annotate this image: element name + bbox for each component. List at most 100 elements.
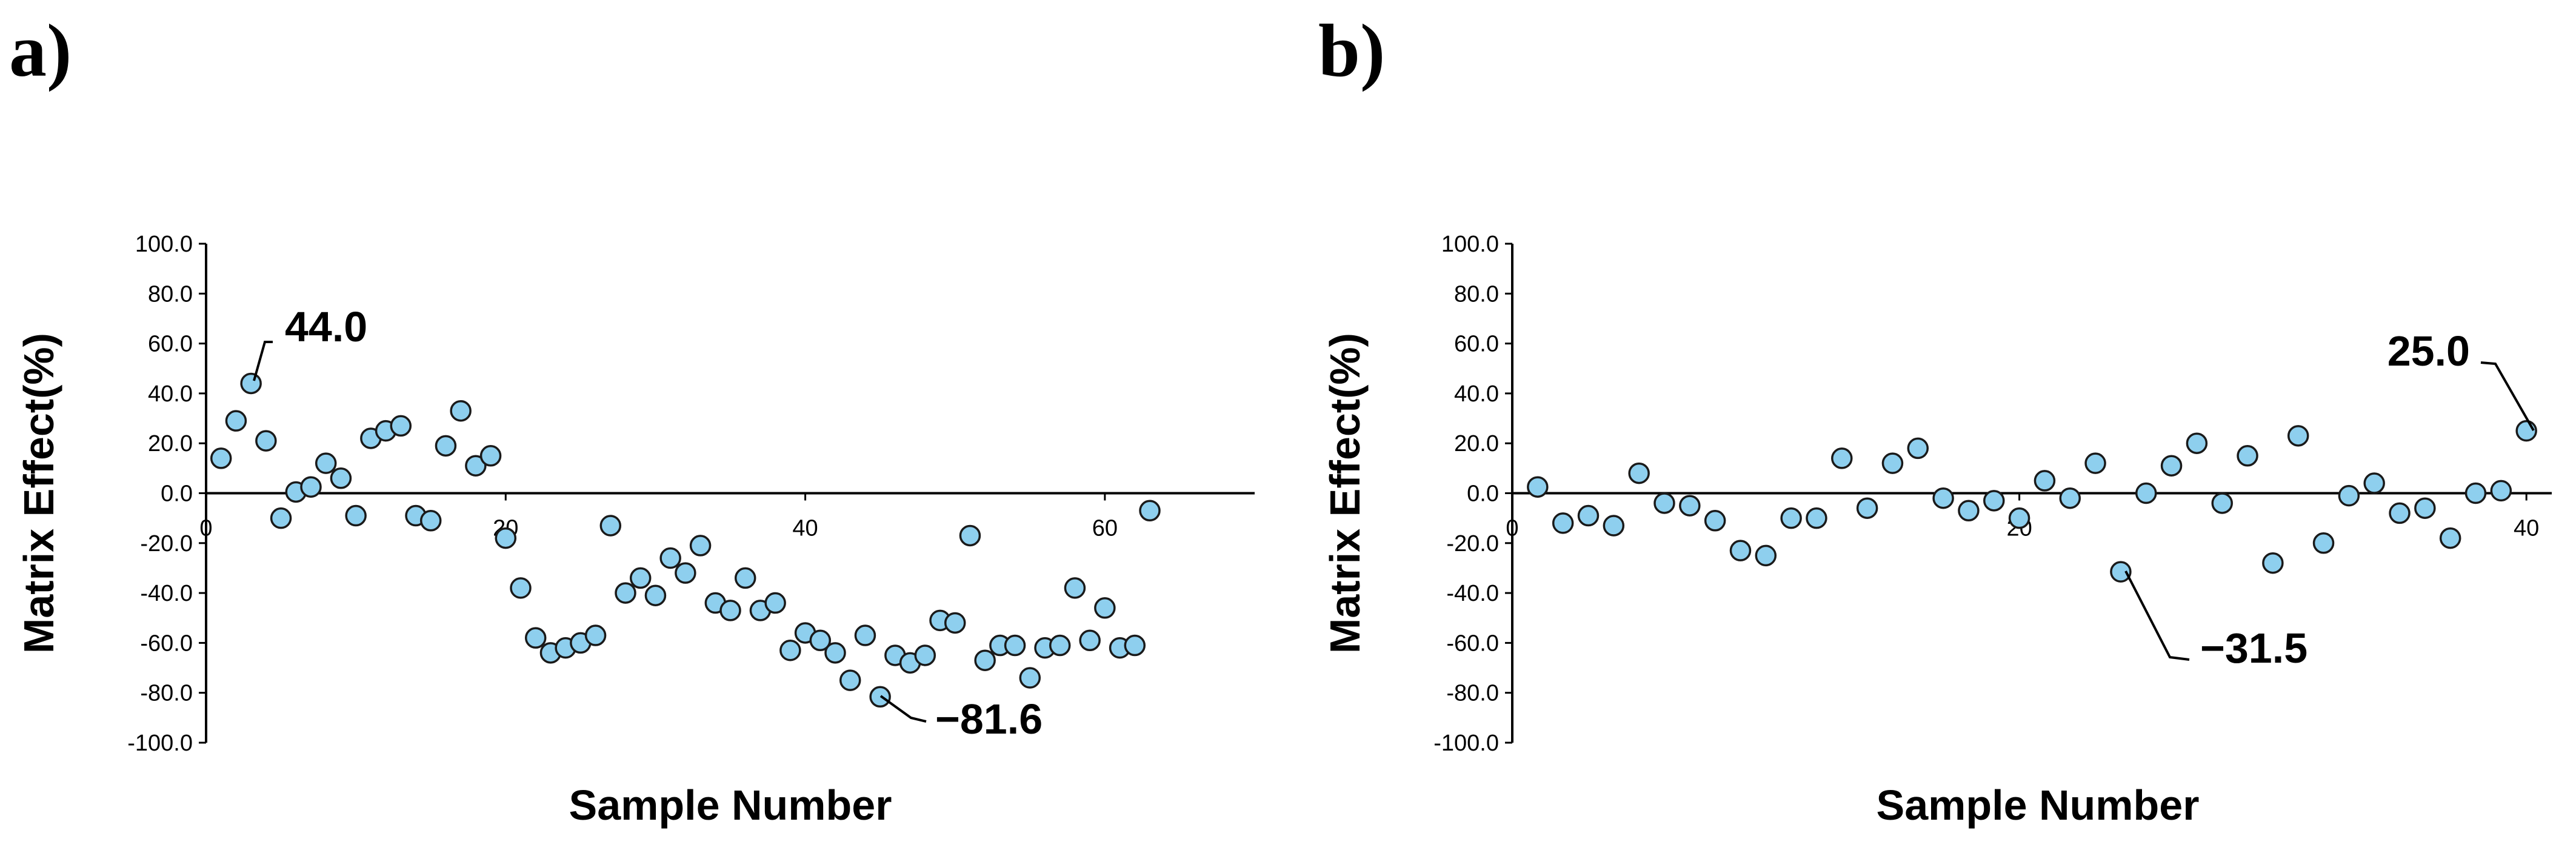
panel-a-data-point (435, 435, 457, 457)
panel-b-data-point (2414, 497, 2436, 519)
panel-a-data-point (315, 452, 337, 474)
panel-a-data-point (300, 476, 322, 498)
panel-b-data-point (1806, 507, 1827, 529)
panel-a-data-point (450, 400, 472, 422)
panel-b-data-point (1907, 437, 1929, 460)
panel-b-annotation-label: 25.0 (2387, 327, 2470, 375)
panel-b-data-point (2464, 482, 2487, 504)
panel-a-data-point (465, 455, 487, 477)
panel-b-data-point (2008, 507, 2030, 529)
panel-a-data-point (1049, 634, 1071, 657)
panel-a-data-point (225, 410, 247, 432)
panel-a-data-point (734, 567, 756, 589)
panel-b-data-point (1704, 510, 1726, 532)
panel-b-y-tick-label: -60.0 (1446, 631, 1499, 656)
panel-b-data-point (2262, 552, 2284, 574)
panel-a-data-point (510, 577, 532, 599)
panel-b-y-tick-label: -80.0 (1446, 681, 1499, 706)
panel-b-data-point (2160, 455, 2183, 477)
panel-a-annotation-label: 44.0 (285, 303, 367, 350)
panel-b-data-point (2338, 484, 2360, 507)
panel-a-y-tick-label: -100.0 (127, 731, 193, 756)
panel-a-data-point (1139, 500, 1161, 522)
panel-b-data-point (1932, 487, 1954, 509)
panel-a-annotation-label: −81.6 (935, 695, 1043, 743)
panel-b-y-tick-label: 80.0 (1454, 281, 1499, 307)
panel-b-data-point (1577, 504, 1600, 527)
panel-a-data-point (495, 527, 517, 549)
panel-a-data-point (629, 567, 652, 589)
panel-a-data-point (419, 510, 442, 532)
panel-a-data-point (330, 467, 352, 489)
panel-b-data-point (2211, 492, 2233, 514)
panel-a-x-tick-label: 40 (792, 516, 818, 541)
panel-b-y-tick-label: 0.0 (1467, 481, 1499, 507)
panel-b-data-point (2363, 472, 2385, 494)
panel-b-data-point (1831, 447, 1853, 469)
panel-a-y-tick-label: 40.0 (148, 381, 193, 407)
panel-b-data-point (2287, 425, 2309, 447)
panel-b-y-tick-label: -20.0 (1446, 531, 1499, 557)
panel-a-data-point (914, 644, 936, 666)
panel-b-data-point (2186, 432, 2208, 454)
panel-b-data-point (1552, 512, 1574, 534)
panel-a-data-point (615, 582, 636, 604)
panel-a-data-point (854, 624, 876, 646)
panel-a-data-point (584, 624, 607, 646)
panel-a-y-tick-label: -60.0 (140, 631, 193, 656)
panel-b-data-point (1958, 500, 1980, 522)
panel-b-data-point (2439, 527, 2461, 549)
panel-b-data-point (2110, 561, 2132, 583)
panel-b-data-point (1628, 462, 1650, 484)
panel-a-data-point (255, 430, 277, 452)
panel-b-y-tick-label: 100.0 (1441, 232, 1499, 257)
panel-a-data-point (1064, 577, 1086, 599)
panel-b-y-axis-title: Matrix Effect(%) (1321, 333, 1369, 654)
panel-a-y-tick-label: -20.0 (140, 531, 193, 557)
panel-b-annotation-leader (2124, 571, 2190, 661)
panel-b-data-point (2135, 482, 2157, 504)
panel-a-x-tick-label: 60 (1092, 516, 1118, 541)
panel-b-data-point (1729, 540, 1752, 561)
panel-b-x-axis-title: Sample Number (1877, 781, 2200, 829)
panel-a-data-point (524, 627, 547, 649)
panel-a-y-axis-title: Matrix Effect(%) (15, 333, 62, 654)
panel-b-data-point (1527, 476, 1549, 498)
panel-a-y-tick-label: 60.0 (148, 332, 193, 357)
panel-b-chart: b) 100.0 80.0 60.0 40.0 20.0 0.0 -20.0 -40.0 -60.… (1318, 9, 2552, 829)
panel-b-data-point (1653, 492, 1675, 514)
panel-b-annotation-leader (2480, 361, 2535, 431)
panel-a-data-point (1094, 597, 1116, 619)
panel-b-annotation-label: −31.5 (2200, 624, 2307, 672)
panel-a-data-point (1004, 634, 1026, 657)
panel-b-data-point (1983, 490, 2005, 512)
panel-a-data-point (1124, 634, 1146, 657)
panel-a-data-point (719, 600, 741, 621)
panel-a-y-tick-label: 0.0 (161, 481, 193, 507)
panel-a-data-point (839, 669, 861, 691)
panel-a-data-point (974, 649, 996, 671)
panel-a-data-point (764, 592, 786, 614)
panel-b-data-point (2515, 420, 2537, 442)
panel-a-x-tick-label: 0 (199, 516, 212, 541)
panel-b-data-point (2490, 480, 2512, 502)
panel-a-label: a) (9, 9, 72, 92)
panel-b-data-point (2389, 502, 2411, 524)
panel-a-y-tick-label: 20.0 (148, 431, 193, 457)
panel-b-x-tick-label: 0 (1506, 516, 1518, 541)
panel-b-data-point (2059, 487, 2081, 509)
panel-a-data-point (959, 524, 981, 547)
panel-a-data-point (675, 562, 696, 584)
panel-a-data-point (390, 415, 412, 437)
panel-b-y-tick-label: 40.0 (1454, 381, 1499, 407)
panel-a-x-axis-title: Sample Number (569, 781, 892, 829)
panel-a-annotation-leader (879, 695, 927, 723)
panel-b-x-tick-label: 40 (2514, 516, 2539, 541)
panel-a-data-point (779, 639, 801, 661)
panel-a-data-point (809, 629, 832, 652)
panel-a-data-point (644, 584, 667, 606)
panel-a-annotation-leader (253, 341, 273, 381)
panel-b-data-point (2237, 445, 2258, 467)
panel-a-data-point (689, 535, 712, 557)
